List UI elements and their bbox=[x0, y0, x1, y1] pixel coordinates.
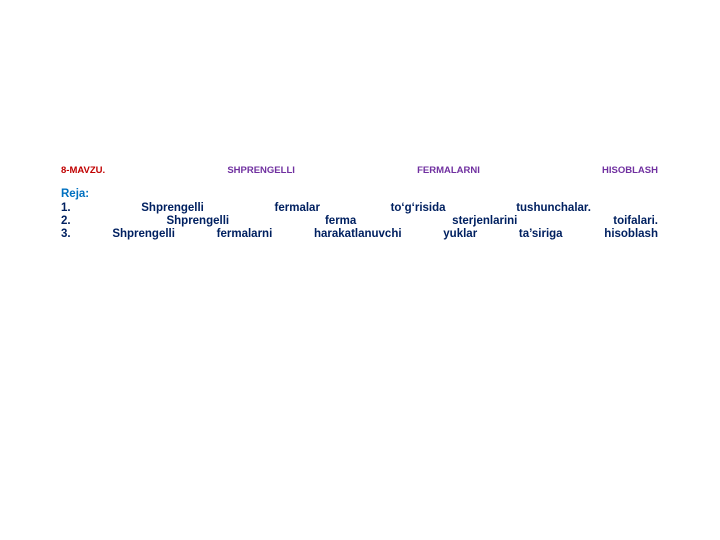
item-number: 3. bbox=[61, 228, 71, 240]
item-word: harakatlanuvchi bbox=[313, 228, 402, 240]
item-word: Shprengelli bbox=[112, 228, 175, 240]
title-word: SHPRENGELLI bbox=[227, 165, 295, 176]
item-number: 2. bbox=[61, 215, 71, 227]
plan-item: 1. Shprengelli fermalar to‘g‘risida tushunch… bbox=[61, 202, 591, 214]
plan-item: 2. Shprengelli ferma sterjenlarini toifalari… bbox=[61, 215, 658, 227]
item-word: fermalar bbox=[274, 202, 320, 214]
item-word: Shprengelli bbox=[141, 202, 204, 214]
item-word: toifalari. bbox=[613, 215, 658, 227]
item-word: sterjenlarini bbox=[452, 215, 518, 227]
plan-label: Reja: bbox=[61, 188, 90, 200]
item-word: ferma bbox=[324, 215, 357, 227]
item-number: 1. bbox=[61, 202, 71, 214]
title-word: FERMALARNI bbox=[417, 165, 480, 176]
slide-title: 8-MAVZU. SHPRENGELLI FERMALARNI HISOBLASH bbox=[61, 165, 658, 176]
item-word: Shprengelli bbox=[166, 215, 230, 227]
title-word: 8-MAVZU. bbox=[61, 165, 106, 176]
title-word: HISOBLASH bbox=[602, 165, 658, 176]
item-word: yuklar bbox=[443, 228, 478, 240]
item-word: to‘g‘risida bbox=[390, 202, 446, 214]
plan-item: 3. Shprengelli fermalarni harakatlanuvchi yu… bbox=[61, 228, 658, 240]
item-word: ta’siriga bbox=[518, 228, 563, 240]
item-word: fermalarni bbox=[216, 228, 273, 240]
item-word: hisoblash bbox=[604, 228, 658, 240]
item-word: tushunchalar. bbox=[516, 202, 591, 214]
